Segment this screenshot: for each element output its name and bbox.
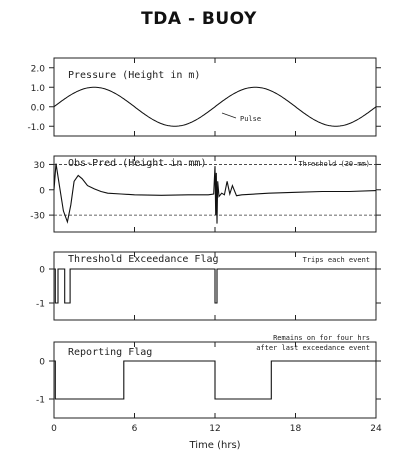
y-tick-label: -30 [30,212,45,222]
x-tick-label: 12 [209,424,220,434]
panel-annotation: after last exceedance event [256,344,370,352]
series-line [54,268,376,304]
x-tick-label: 18 [290,424,302,434]
series-line [53,86,377,127]
chart-title: TDA - BUOY [141,9,257,29]
panel-annotation: Trips each event [303,256,370,264]
y-tick-label: 0 [39,266,45,276]
y-tick-label: -1.0 [27,123,45,133]
panel-annotation: Threshold (30 mm) [298,160,370,168]
x-tick-label: 24 [370,424,382,434]
panel-annotation: Pulse [240,115,261,123]
x-tick-label: 0 [51,424,57,434]
y-tick-label: 0.0 [31,103,46,113]
panel-annotation: Remains on for four hrs [273,334,370,342]
panel-2: -30 0 30 Obs-Pred (Height in mm) Threshold (… [30,155,381,233]
panel-4: -1 0 Reporting Flag Remains on for four hrs… [36,334,382,434]
x-axis-label: Time (hrs) [188,440,240,451]
panel-label: Obs-Pred (Height in mm) [68,158,206,169]
annotation-leader [221,112,237,119]
series-line [54,360,376,400]
y-tick-label: 1.0 [31,84,46,94]
y-tick-label: 0 [39,358,45,368]
panel-label: Threshold Exceedance Flag [68,254,219,265]
panel-label: Reporting Flag [68,347,152,358]
y-tick-label: 2.0 [31,64,46,74]
y-tick-label: -1 [36,300,45,310]
panel-3: -1 0 Threshold Exceedance Flag Trips each e… [36,251,381,321]
y-tick-label: 30 [34,161,46,171]
series-line [53,163,377,224]
panel-1: -1.0 0.0 1.0 2.0 Pressure (Height in m) Pulse [27,57,381,137]
panel-label: Pressure (Height in m) [68,70,200,81]
y-tick-label: -1 [36,396,45,406]
y-tick-label: 0 [39,186,45,196]
x-tick-label: 6 [132,424,138,434]
